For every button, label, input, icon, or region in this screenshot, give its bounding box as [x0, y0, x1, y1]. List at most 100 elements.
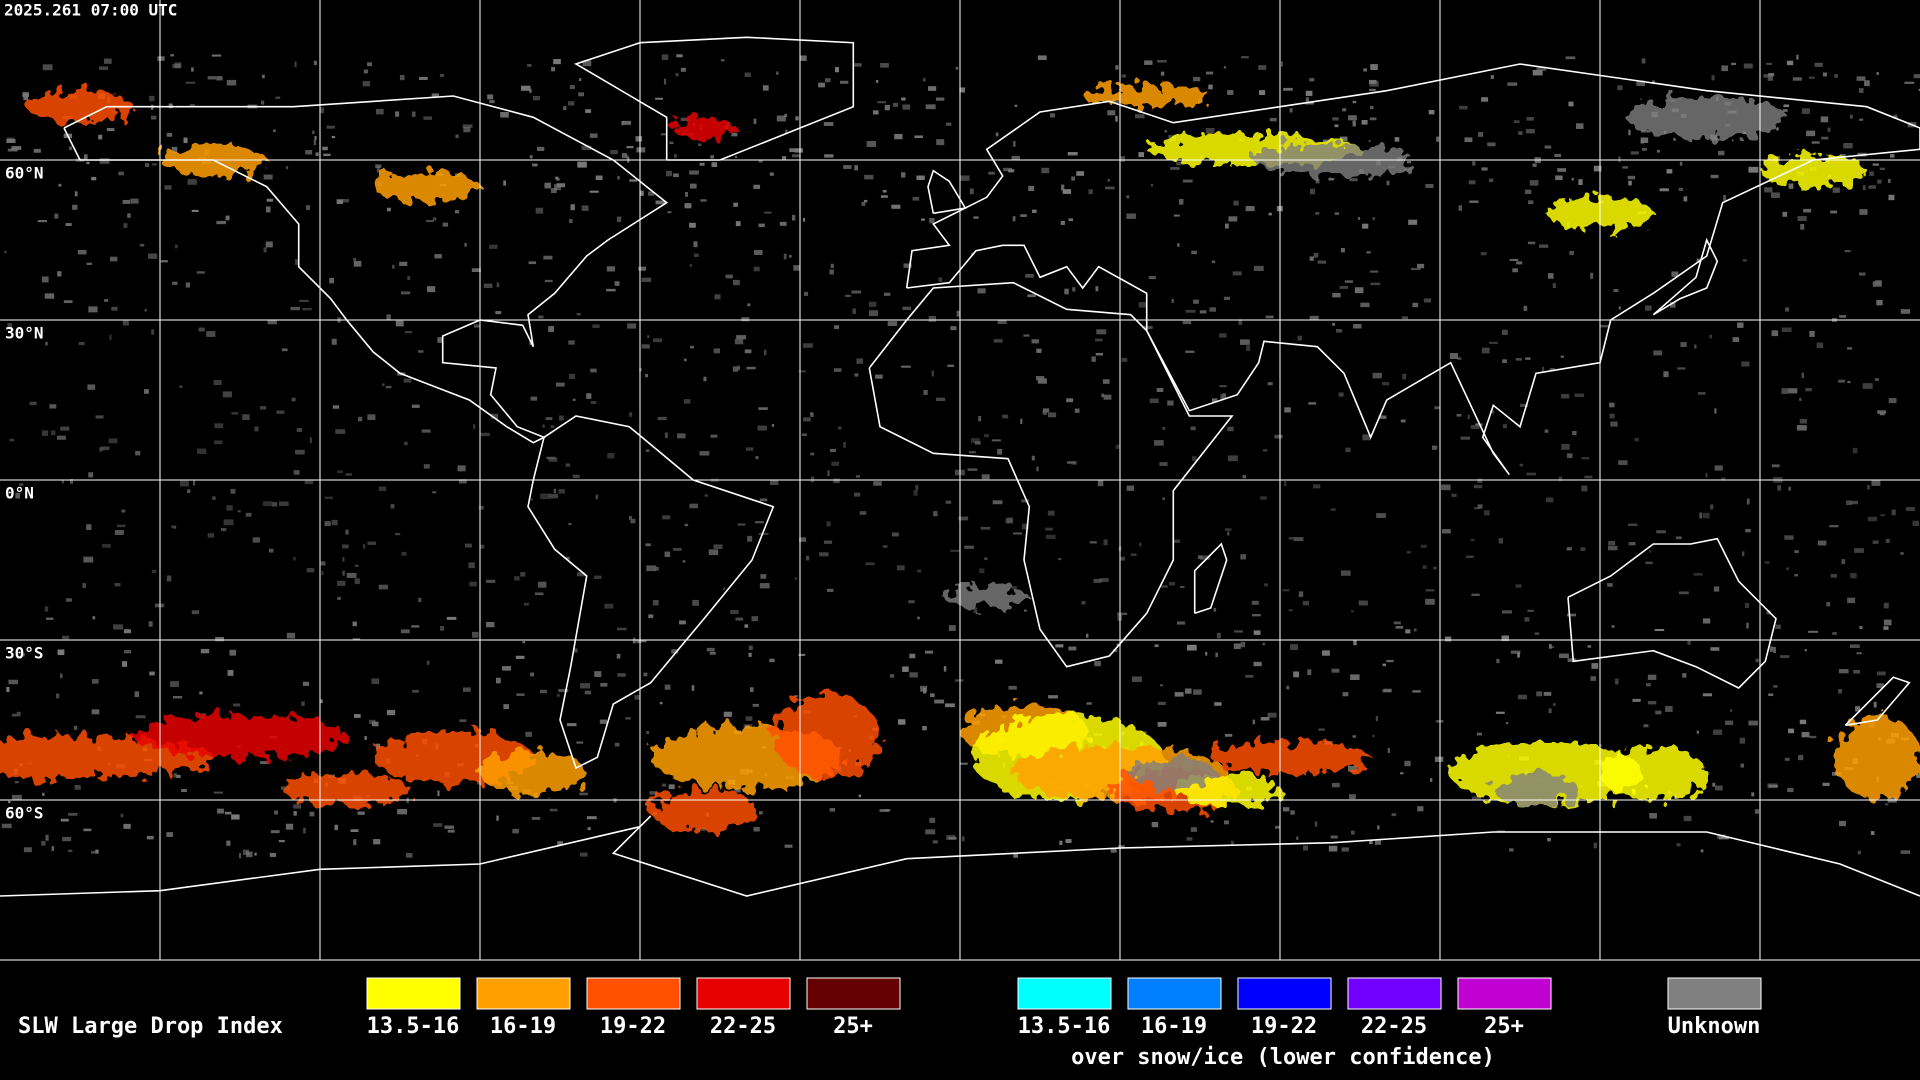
cloud-speck — [594, 575, 602, 579]
cloud-speck — [1071, 176, 1075, 181]
cloud-speck — [371, 678, 380, 684]
cloud-speck — [1529, 180, 1539, 186]
cloud-speck — [134, 691, 140, 698]
cloud-speck — [419, 76, 428, 80]
cloud-speck — [600, 682, 608, 687]
cloud-speck — [1472, 161, 1476, 166]
cloud-speck — [1653, 350, 1662, 356]
cloud-speck — [57, 271, 62, 277]
cloud-speck — [843, 441, 846, 448]
cloud-speck — [1787, 388, 1798, 394]
cloud-speck — [1425, 589, 1435, 592]
cloud-speck — [1144, 60, 1153, 65]
cloud-speck — [149, 95, 155, 102]
cloud-speck — [1566, 453, 1573, 459]
cloud-speck — [634, 695, 640, 700]
cloud-speck — [1192, 76, 1201, 82]
cloud-speck — [529, 155, 533, 159]
cloud-speck — [1387, 748, 1390, 754]
cloud-speck — [534, 592, 544, 596]
cloud-speck — [1764, 187, 1773, 193]
cloud-speck — [1242, 475, 1247, 479]
cloud-speck — [1232, 271, 1242, 276]
cloud-speck — [1820, 116, 1829, 123]
cloud-speck — [579, 852, 588, 857]
cloud-speck — [1091, 356, 1096, 362]
cloud-speck — [73, 725, 78, 730]
cloud-speck — [1159, 684, 1164, 687]
cloud-speck — [1120, 156, 1126, 162]
cloud-speck — [1809, 735, 1817, 739]
cloud-speck — [902, 306, 911, 311]
cloud-speck — [1020, 214, 1027, 217]
legend-label: 16-19 — [490, 1014, 556, 1039]
cloud-speck — [313, 139, 316, 146]
cloud-speck — [1314, 821, 1318, 827]
cloud-speck — [33, 148, 41, 153]
cloud-speck — [324, 521, 331, 527]
cloud-speck — [469, 581, 477, 587]
cloud-speck — [1649, 813, 1657, 819]
cloud-speck — [532, 163, 538, 167]
cloud-speck — [164, 185, 172, 190]
cloud-speck — [1518, 131, 1523, 135]
cloud-speck — [1480, 252, 1487, 256]
cloud-speck — [1767, 783, 1778, 789]
cloud-speck — [9, 438, 15, 442]
cloud-speck — [1045, 534, 1056, 539]
cloud-speck — [1796, 425, 1807, 431]
cloud-speck — [550, 188, 557, 194]
cloud-speck — [1723, 194, 1727, 201]
cloud-speck — [923, 389, 928, 395]
cloud-speck — [569, 219, 573, 223]
cloud-speck — [440, 625, 445, 631]
cloud-speck — [883, 292, 891, 296]
cloud-speck — [91, 176, 97, 181]
cloud-speck — [227, 669, 234, 676]
cloud-speck — [353, 714, 361, 718]
cloud-speck — [912, 196, 920, 201]
cloud-speck — [486, 579, 496, 583]
cloud-speck — [616, 216, 622, 222]
cloud-speck — [1394, 137, 1400, 142]
cloud-speck — [166, 832, 173, 837]
cloud-speck — [819, 552, 829, 557]
cloud-speck — [1115, 65, 1119, 70]
cloud-speck — [272, 129, 276, 133]
cloud-speck — [1338, 392, 1344, 397]
cloud-speck — [557, 694, 560, 697]
cloud-speck — [1641, 58, 1646, 64]
cloud-speck — [1867, 485, 1870, 490]
cloud-speck — [1515, 358, 1522, 361]
legend-label: 22-25 — [1361, 1014, 1427, 1039]
cloud-speck — [1182, 179, 1193, 183]
cloud-speck — [1425, 183, 1434, 188]
cloud-speck — [610, 149, 618, 155]
cloud-speck — [285, 166, 289, 170]
cloud-speck — [1107, 110, 1116, 116]
cloud-speck — [1548, 708, 1552, 714]
cloud-speck — [684, 203, 692, 209]
cloud-speck — [1696, 258, 1701, 263]
cloud-speck — [1372, 217, 1376, 221]
cloud-speck — [704, 494, 708, 497]
cloud-speck — [902, 104, 911, 110]
cloud-speck — [709, 651, 716, 655]
cloud-speck — [1228, 216, 1238, 222]
cloud-speck — [802, 218, 806, 222]
cloud-speck — [1400, 419, 1406, 423]
cloud-speck — [1224, 733, 1233, 737]
cloud-speck — [1534, 632, 1540, 635]
cloud-speck — [528, 261, 537, 265]
cloud-speck — [1110, 848, 1117, 853]
cloud-speck — [1900, 309, 1911, 314]
cloud-speck — [514, 576, 520, 581]
cloud-speck — [1386, 659, 1394, 663]
cloud-speck — [187, 489, 191, 493]
cloud-speck — [699, 451, 710, 456]
cloud-speck — [170, 681, 180, 687]
cloud-speck — [301, 701, 305, 706]
latitude-label: 60°S — [5, 804, 44, 823]
cloud-speck — [889, 674, 895, 678]
cloud-speck — [1251, 600, 1259, 605]
